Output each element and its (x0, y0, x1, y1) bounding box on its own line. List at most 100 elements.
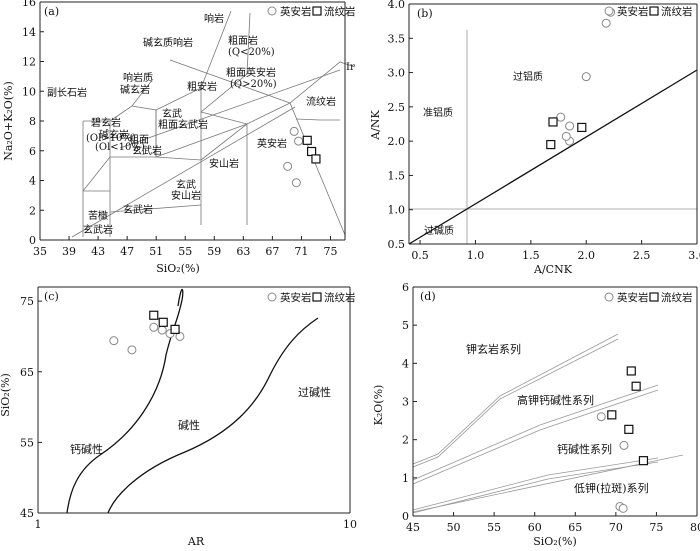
panel-c-point-circle (157, 325, 167, 335)
panel-d-ytick-label: 0 (402, 510, 409, 523)
panel-c-ytick-label: 55 (20, 436, 34, 449)
panel-d-legend: 英安岩 流纹岩 (604, 291, 693, 304)
panel-d-xtick-label: 70 (609, 521, 623, 534)
panel-a-ytick-label: 14 (22, 26, 36, 39)
panel-d-xtick-label: 65 (568, 521, 582, 534)
panel-b-field-1: 过铝质 (513, 70, 543, 83)
legend-square-label: 流纹岩 (324, 5, 356, 18)
panel-a-ylabel: Na₂O+K₂O(%) (2, 81, 15, 161)
panel-a-ytick-label: 0 (29, 234, 36, 247)
panel-a-point-square (302, 135, 312, 145)
panel-b-ytick-label: 1.0 (388, 204, 406, 217)
panel-d-ytick-label: 1 (402, 472, 409, 485)
panel-c-ylabel: SiO₂(%) (0, 373, 12, 417)
panel-d-point-square (624, 424, 634, 434)
panel-b-ytick-label: 3.0 (388, 67, 406, 80)
panel-c-boundary-alkaline (107, 317, 319, 514)
panel-b-tag: (b) (417, 7, 433, 20)
panel-b-ytick-label: 2.5 (388, 101, 406, 114)
panel-a-xtick-label: 71 (294, 245, 308, 258)
panel-d-xtick-label: 45 (406, 521, 420, 534)
panel-a-field-label: Ir (346, 62, 355, 73)
panel-b: 0.5 1.0 1.5 2.0 2.5 3.0 0.5 1.0 1.5 2.0 2.5 3.0 3.5 4… (369, 0, 700, 276)
panel-c-axis-ticks: 1 10 45 55 65 75 (20, 295, 357, 531)
panel-a-xtick-label: 39 (62, 245, 76, 258)
panel-c-point-square (149, 310, 159, 320)
panel-d-field-3: 低钾(拉斑)系列 (574, 481, 649, 495)
legend-square-icon (312, 292, 322, 302)
panel-a-point-square (306, 146, 317, 157)
panel-a-field-label: 碧玄岩 (91, 116, 121, 129)
panel-c-ytick-label: 65 (20, 366, 34, 379)
panel-a-point-circle (289, 126, 299, 136)
panel-a-field-label: 碱玄岩 (99, 128, 129, 141)
panel-a-field-label: 粗面英安岩 (226, 66, 276, 79)
panel-c-data-marks (109, 310, 185, 355)
panel-a-field-label: 响岩质 (123, 71, 153, 84)
panel-b-ytick-label: 0.5 (388, 238, 406, 251)
panel-a-field-label: (Q>20%) (230, 79, 277, 90)
panel-c-ytick-label: 45 (20, 507, 34, 520)
panel-a-field-label: 粗安岩 (187, 80, 217, 93)
panel-b-ytick-label: 2.0 (388, 135, 406, 148)
panel-c-boundary-calc-alkaline (66, 288, 184, 514)
panel-a-field-label: 苦橄 (88, 209, 108, 222)
panel-c-point-circle (149, 322, 159, 332)
panel-c-xtick-label: 1 (35, 518, 42, 531)
panel-b-point-square (546, 139, 556, 150)
panel-a-ytick-label: 10 (22, 85, 36, 98)
panel-c: 1 10 45 55 65 75 钙碱性 碱性 过碱性 (c) AR SiO₂(%) 英安… (0, 286, 357, 548)
panel-a-point-square (311, 154, 321, 164)
panel-d-field-2: 钙碱性系列 (557, 442, 612, 456)
legend-square-label: 流纹岩 (661, 291, 693, 304)
panel-d-point-circle (619, 440, 629, 450)
panel-a-field-label: (Ol<10%) (95, 142, 145, 153)
panel-a-field-label: 流纹岩 (306, 95, 336, 108)
panel-a-tag: (a) (44, 5, 59, 18)
panel-c-field-2: 过碱性 (298, 385, 331, 399)
panel-d-ytick-label: 4 (402, 357, 409, 370)
panel-c-legend: 英安岩 流纹岩 (267, 291, 356, 304)
panel-b-point-circle (556, 112, 566, 122)
legend-square-icon (649, 292, 659, 302)
panel-c-xtick-label: 10 (343, 518, 357, 531)
panel-d-point-circle (618, 503, 628, 513)
legend-circle-label: 英安岩 (280, 291, 312, 304)
legend-square-label: 流纹岩 (661, 5, 693, 18)
panel-b-point-square (577, 122, 587, 133)
panel-c-point-square (158, 317, 168, 327)
panel-a-legend: 英安岩 流纹岩 (267, 5, 356, 18)
legend-square-icon (649, 6, 659, 16)
panel-b-ylabel: A/NK (369, 109, 382, 140)
panel-a-field-label: 安山岩 (209, 157, 239, 170)
legend-square-icon (312, 6, 322, 16)
legend-square-label: 流纹岩 (324, 291, 356, 304)
panel-a-field-label: 玄武岩 (83, 223, 113, 236)
panel-a-xtick-label: 59 (207, 245, 221, 258)
panel-b-field-2: 过碱质 (424, 224, 454, 237)
panel-a-xtick-label: 63 (236, 245, 250, 258)
panel-c-xlabel: AR (187, 535, 205, 548)
panel-b-xtick-label: 3.0 (688, 249, 700, 262)
panel-a-axis-ticks: 35 39 43 47 51 55 59 63 67 71 75 0 2 4 6 8 10 12 14 16 (22, 0, 337, 258)
panel-a-field-label: 粗面玄武岩 (158, 118, 208, 131)
panel-a-xtick-label: 51 (149, 245, 163, 258)
panel-d-ytick-label: 5 (402, 319, 409, 332)
panel-a-field-label: (Q<20%) (228, 47, 275, 58)
panel-b-xlabel: A/CNK (533, 263, 573, 276)
panel-a-field-label: 玄武岩 (123, 203, 153, 216)
panel-a-field-label: 玄武岩 (132, 144, 162, 157)
panel-a-field-label: 副长石岩 (47, 86, 87, 99)
panel-d-field-1: 高钾钙碱性系列 (517, 393, 594, 407)
panel-d-field-0: 钾玄岩系列 (466, 342, 521, 356)
panel-c-point-circle (127, 345, 137, 355)
panel-b-xtick-label: 1.5 (522, 249, 540, 262)
panel-a-xtick-label: 47 (120, 245, 134, 258)
panel-b-ytick-label: 1.5 (388, 169, 406, 182)
panel-b-point-circle (565, 121, 575, 131)
panel-b-field-0: 准铝质 (423, 107, 453, 119)
panel-d-point-circle (596, 412, 606, 422)
panel-a-point-circle (294, 136, 304, 146)
legend-circle-icon (267, 6, 277, 16)
